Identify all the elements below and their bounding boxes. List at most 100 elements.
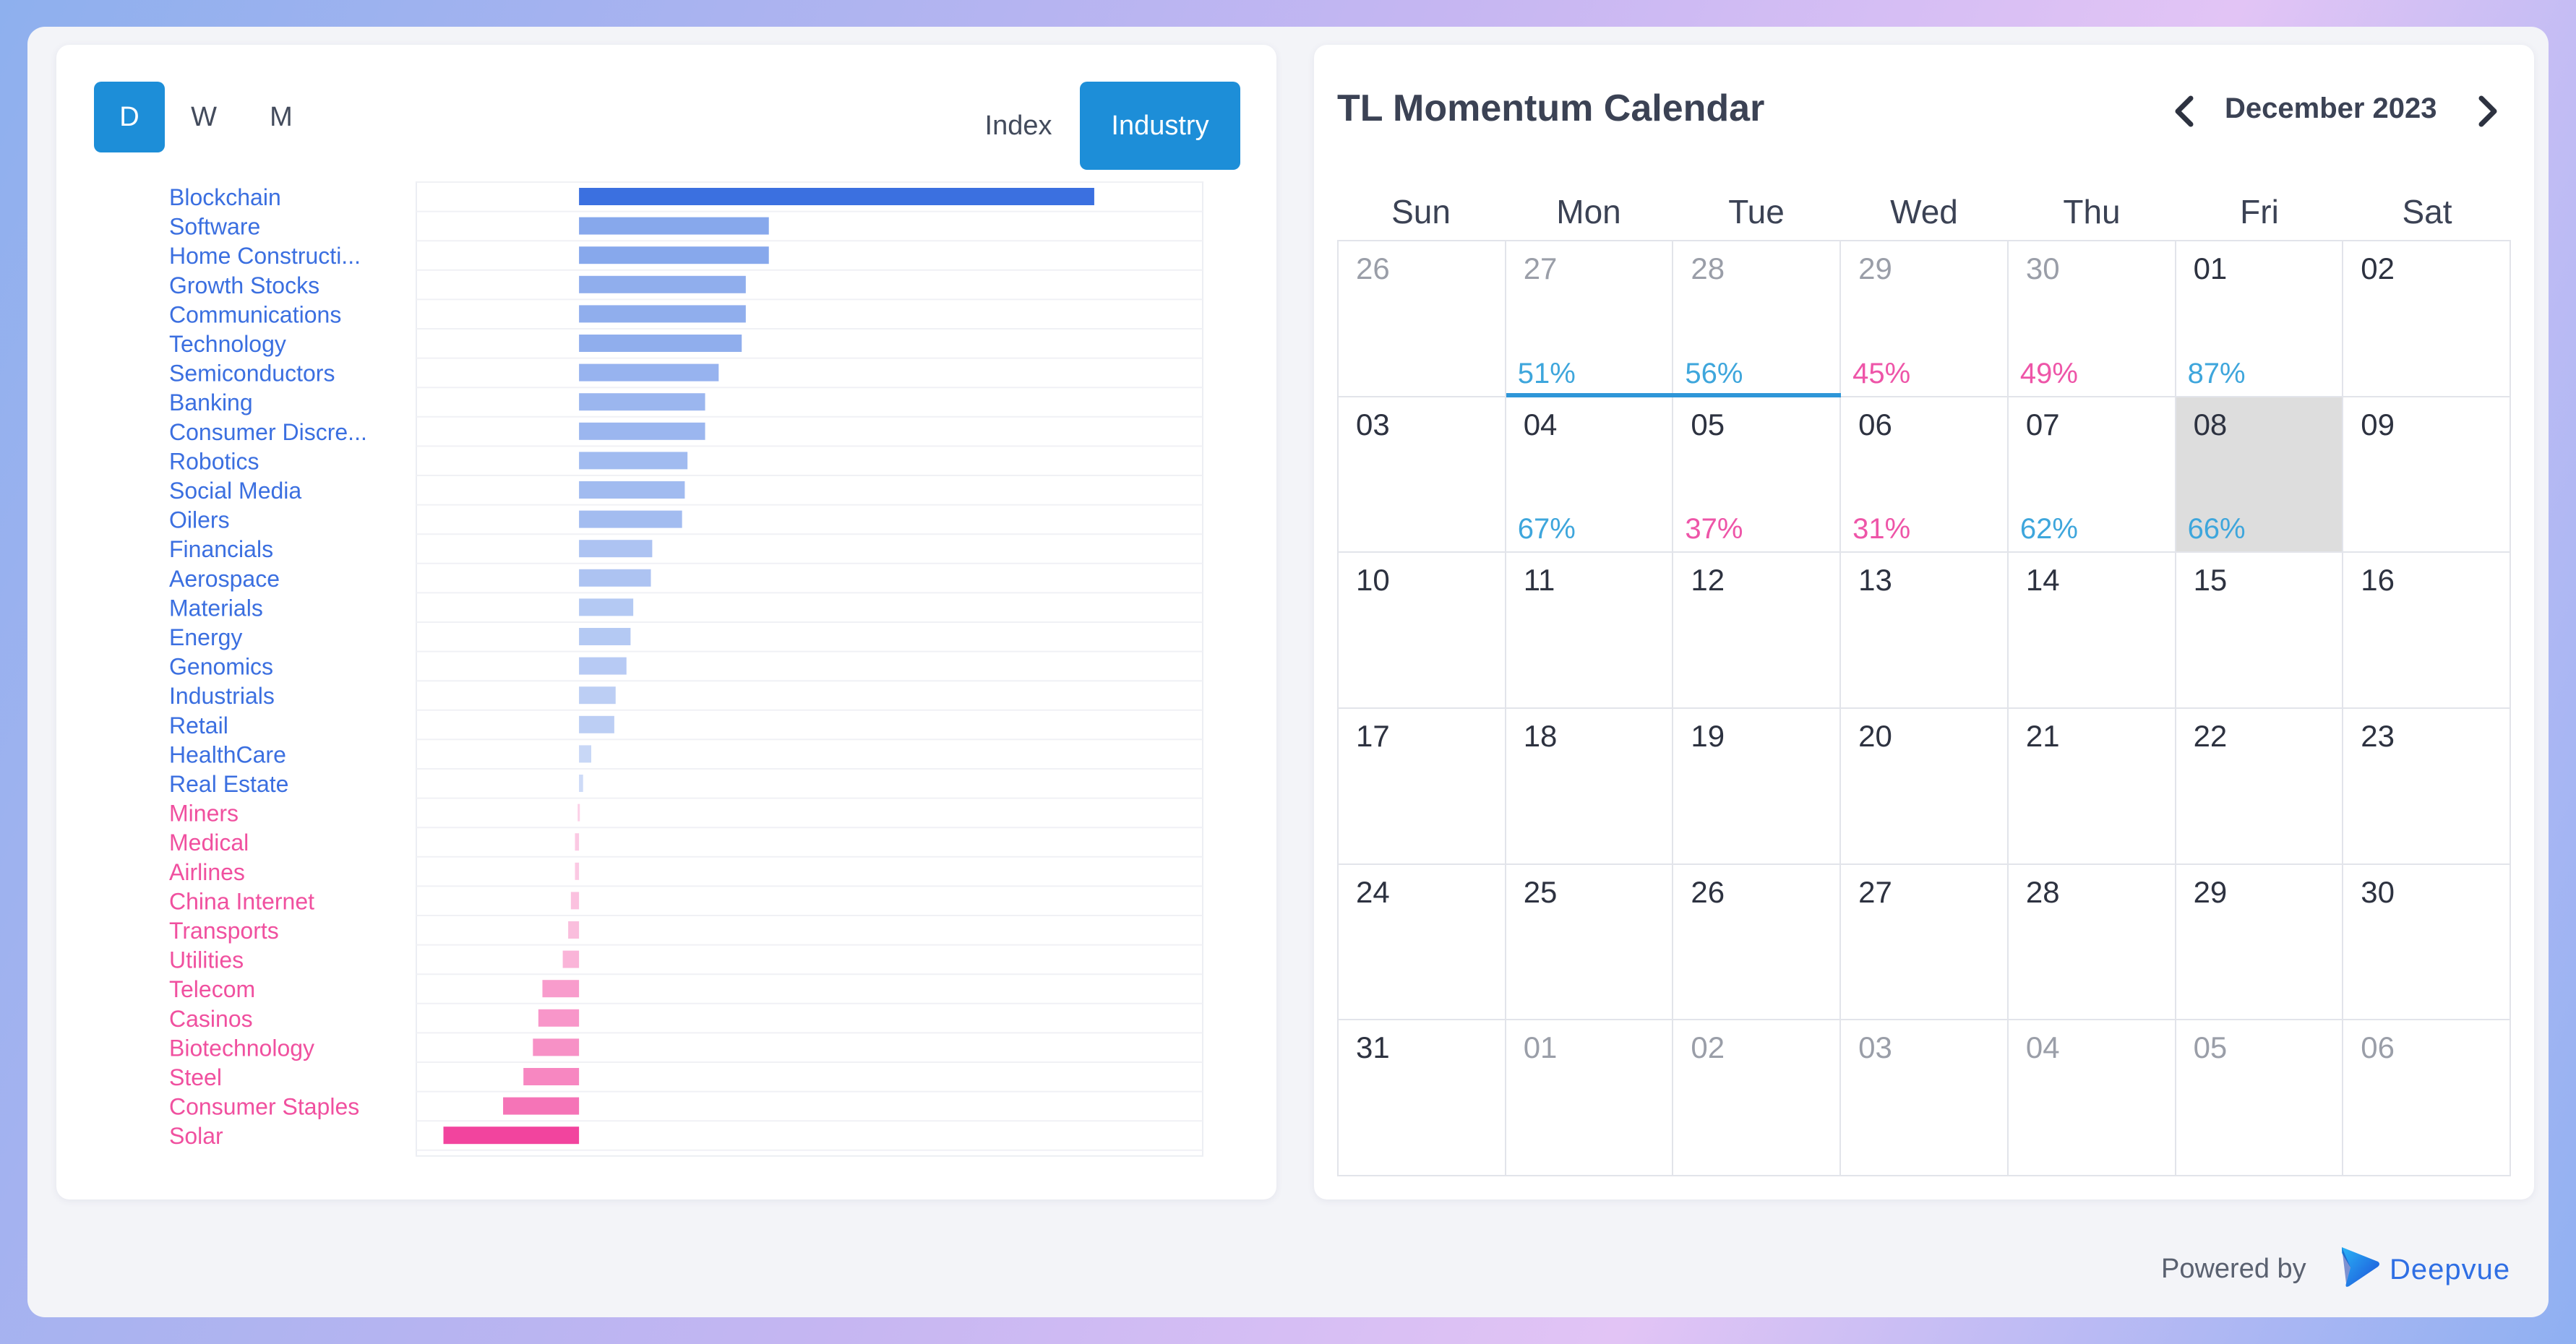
day-number: 04 xyxy=(1523,407,1558,441)
weekday-label: Sun xyxy=(1391,193,1451,231)
period-day-button[interactable]: D xyxy=(94,82,165,152)
calendar-day-cell[interactable]: 05 xyxy=(2176,1020,2344,1176)
calendar-day-cell[interactable]: 14 xyxy=(2008,553,2176,709)
day-number: 05 xyxy=(2193,1030,2228,1065)
industry-tab[interactable]: Industry xyxy=(1080,82,1240,170)
day-number: 02 xyxy=(2361,251,2395,285)
day-number: 08 xyxy=(2193,407,2228,441)
day-number: 06 xyxy=(2361,1030,2395,1065)
momentum-percent: 31% xyxy=(1852,513,1911,546)
index-tab[interactable]: Index xyxy=(984,110,1052,141)
calendar-day-cell[interactable]: 26 xyxy=(1673,864,1842,1021)
calendar-day-cell[interactable]: 29 xyxy=(2176,864,2344,1021)
calendar-day-cell[interactable]: 15 xyxy=(2176,553,2344,709)
day-number: 27 xyxy=(1523,251,1558,285)
calendar-day-cell[interactable]: 10 xyxy=(1339,553,1506,709)
previous-month-button[interactable] xyxy=(2165,90,2203,133)
calendar-day-cell[interactable]: 30 xyxy=(2343,864,2511,1021)
weekday-label: Thu xyxy=(2063,193,2121,231)
calendar-day-cell[interactable]: 05 37% xyxy=(1673,397,1842,553)
calendar-day-cell[interactable]: 17 xyxy=(1339,709,1506,865)
day-number: 06 xyxy=(1858,407,1892,441)
day-number: 01 xyxy=(1523,1030,1558,1065)
calendar-day-cell[interactable]: 11 xyxy=(1506,553,1674,709)
calendar-day-cell[interactable]: 29 45% xyxy=(1841,241,2009,397)
calendar-day-cell[interactable]: 09 xyxy=(2343,397,2511,553)
day-number: 24 xyxy=(1356,874,1390,909)
day-number: 12 xyxy=(1691,563,1725,598)
calendar-day-cell[interactable]: 23 xyxy=(2343,709,2511,865)
calendar-day-cell[interactable]: 27 51% xyxy=(1506,241,1674,397)
calendar-day-cell[interactable]: 30 49% xyxy=(2008,241,2176,397)
deepvue-brand-name[interactable]: Deepvue xyxy=(2390,1254,2511,1285)
day-number: 31 xyxy=(1356,1030,1390,1065)
chevron-right-icon xyxy=(2478,95,2497,127)
period-month-button[interactable]: M xyxy=(270,101,293,132)
day-number: 25 xyxy=(1523,874,1558,909)
calendar-day-cell[interactable]: 02 xyxy=(1673,1020,1842,1176)
calendar-day-cell[interactable]: 06 31% xyxy=(1841,397,2009,553)
calendar-day-cell[interactable]: 28 56% xyxy=(1673,241,1842,397)
calendar-day-cell[interactable]: 24 xyxy=(1339,864,1506,1021)
momentum-percent: 56% xyxy=(1685,357,1743,389)
calendar-day-cell[interactable]: 20 xyxy=(1841,709,2009,865)
weekday-label: Wed xyxy=(1890,193,1958,231)
calendar-day-cell[interactable]: 28 xyxy=(2008,864,2176,1021)
day-number: 29 xyxy=(2193,874,2228,909)
day-number: 01 xyxy=(2193,251,2228,285)
calendar-day-cell[interactable]: 08 66% xyxy=(2176,397,2344,553)
calendar-day-cell[interactable]: 13 xyxy=(1841,553,2009,709)
calendar-day-cell[interactable]: 26 xyxy=(1339,241,1506,397)
calendar-day-cell[interactable]: 03 xyxy=(1841,1020,2009,1176)
period-week-button[interactable]: W xyxy=(191,101,217,132)
calendar-day-cell[interactable]: 07 62% xyxy=(2008,397,2176,553)
day-number: 23 xyxy=(2361,719,2395,753)
day-number: 18 xyxy=(1523,719,1558,753)
day-number: 10 xyxy=(1356,563,1390,598)
day-number: 15 xyxy=(2193,563,2228,598)
calendar-day-cell[interactable]: 01 87% xyxy=(2176,241,2344,397)
day-number: 09 xyxy=(2361,407,2395,441)
day-number: 30 xyxy=(2025,251,2060,285)
calendar-day-cell[interactable]: 01 xyxy=(1506,1020,1674,1176)
day-number: 22 xyxy=(2193,719,2228,753)
day-number: 26 xyxy=(1691,874,1725,909)
calendar-day-cell[interactable]: 18 xyxy=(1506,709,1674,865)
weekday-label: Mon xyxy=(1556,193,1621,231)
day-number: 16 xyxy=(2361,563,2395,598)
calendar-day-cell[interactable]: 06 xyxy=(2343,1020,2511,1176)
calendar-day-cell[interactable]: 12 xyxy=(1673,553,1842,709)
day-number: 20 xyxy=(1858,719,1892,753)
calendar-day-cell[interactable]: 21 xyxy=(2008,709,2176,865)
calendar-day-cell[interactable]: 31 xyxy=(1339,1020,1506,1176)
calendar-day-cell[interactable]: 16 xyxy=(2343,553,2511,709)
calendar-day-cell[interactable]: 27 xyxy=(1841,864,2009,1021)
calendar-day-cell[interactable]: 03 xyxy=(1339,397,1506,553)
calendar-day-cell[interactable]: 04 67% xyxy=(1506,397,1674,553)
deepvue-logo-icon[interactable] xyxy=(2337,1243,2382,1289)
momentum-percent: 45% xyxy=(1852,357,1911,389)
weekday-label: Sat xyxy=(2402,193,2452,231)
calendar-day-cell[interactable]: 02 xyxy=(2343,241,2511,397)
momentum-percent: 66% xyxy=(2187,513,2246,546)
day-number: 21 xyxy=(2025,719,2060,753)
calendar-day-cell[interactable]: 19 xyxy=(1673,709,1842,865)
day-number: 02 xyxy=(1691,1030,1725,1065)
next-month-button[interactable] xyxy=(2469,90,2507,133)
day-number: 28 xyxy=(2025,874,2060,909)
momentum-percent: 62% xyxy=(2019,513,2078,546)
day-number: 17 xyxy=(1356,719,1390,753)
calendar-day-cell[interactable]: 04 xyxy=(2008,1020,2176,1176)
calendar-day-cell[interactable]: 22 xyxy=(2176,709,2344,865)
week-highlight-underline xyxy=(1506,392,1674,397)
momentum-percent: 49% xyxy=(2019,357,2078,389)
day-number: 29 xyxy=(1858,251,1892,285)
chevron-left-icon xyxy=(2175,95,2194,127)
weekday-label: Tue xyxy=(1728,193,1785,231)
powered-by-label: Powered by xyxy=(2161,1254,2306,1284)
calendar-day-cell[interactable]: 25 xyxy=(1506,864,1674,1021)
industry-momentum-panel xyxy=(56,45,1276,1199)
day-number: 27 xyxy=(1858,874,1892,909)
calendar-title: TL Momentum Calendar xyxy=(1337,87,1765,129)
day-number: 14 xyxy=(2025,563,2060,598)
